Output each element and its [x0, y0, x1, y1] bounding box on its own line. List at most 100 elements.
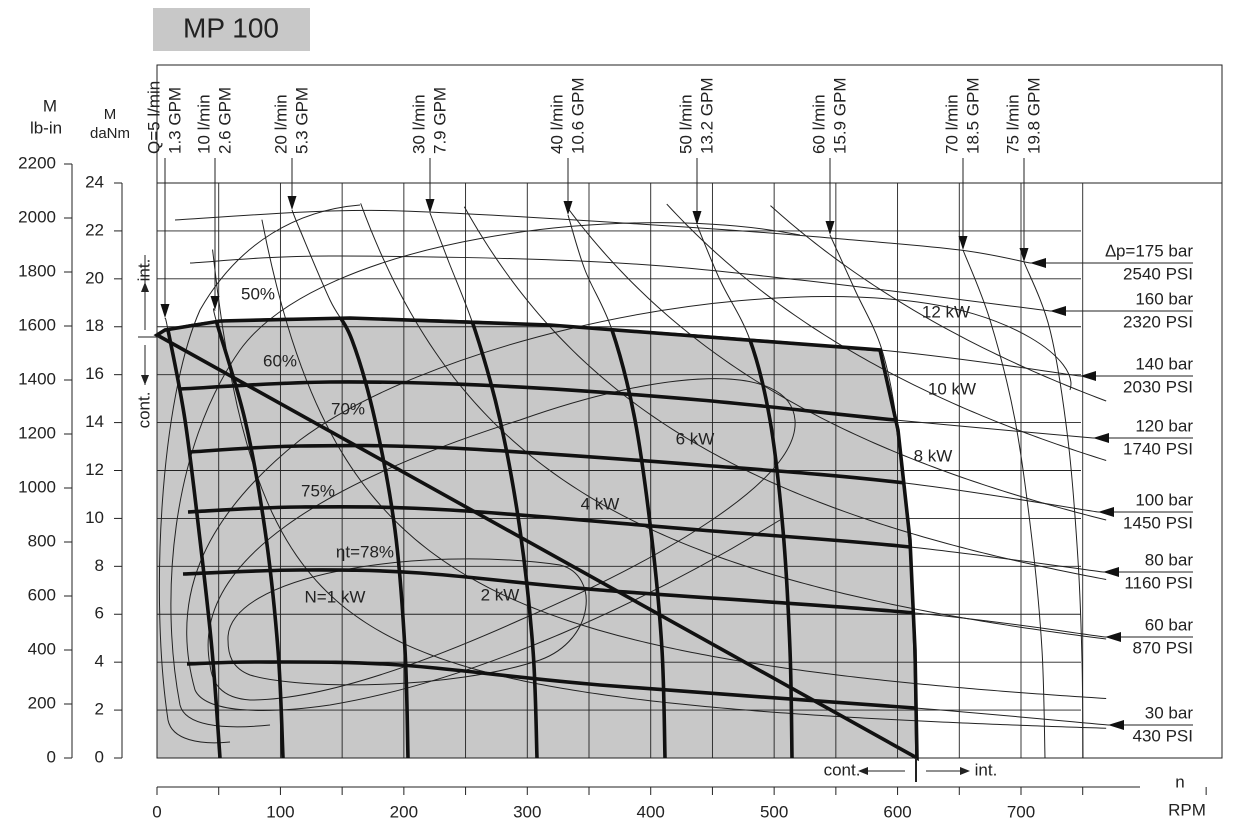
flow-label: 60 l/min	[809, 94, 828, 154]
power-curve	[360, 203, 1107, 640]
y2-tick-label: 1400	[18, 369, 56, 388]
cont-arrow	[858, 767, 868, 775]
pressure-label: 30 bar	[1145, 703, 1194, 722]
power-label: 4 kW	[581, 494, 620, 513]
flow-gpm: 1.3 GPM	[165, 87, 184, 154]
int-arrow	[960, 767, 970, 775]
power-curve	[770, 205, 1107, 402]
y-tick-label: 16	[85, 364, 104, 383]
y2-tick-label: 400	[28, 639, 56, 658]
int-label: int.	[975, 760, 998, 779]
flow-arrow	[563, 201, 573, 215]
flow-label: 40 l/min	[547, 94, 566, 154]
y2-axis-unit: lb-in	[30, 118, 62, 137]
flow-gpm: 5.3 GPM	[292, 87, 311, 154]
pressure-psi: 1160 PSI	[1124, 573, 1193, 592]
pressure-arrow	[1050, 306, 1066, 316]
pressure-curve	[189, 255, 1051, 312]
power-label: 12 kW	[922, 302, 970, 321]
pressure-label: 140 bar	[1135, 354, 1193, 373]
y2-tick-label: 800	[28, 531, 56, 550]
pressure-arrow	[1080, 371, 1096, 381]
y2-tick-label: 1600	[18, 315, 56, 334]
pressure-arrow	[1105, 632, 1121, 642]
efficiency-70	[186, 296, 1072, 711]
x-tick-label: 600	[883, 802, 911, 821]
y2-tick-label: 1000	[18, 477, 56, 496]
power-label: 2 kW	[481, 585, 520, 604]
y2-tick-label: 600	[28, 585, 56, 604]
int-arrow	[141, 282, 149, 292]
y-tick-label: 20	[85, 268, 104, 287]
x-axis-unit: RPM	[1168, 800, 1206, 819]
cont-label: cont.	[134, 392, 153, 429]
flow-gpm: 19.8 GPM	[1024, 77, 1043, 154]
flow-curve-cont	[428, 318, 539, 758]
pressure-curve	[174, 209, 1031, 264]
pressure-psi: 870 PSI	[1133, 638, 1194, 657]
power-curve	[463, 206, 1107, 580]
power-curve	[212, 249, 1107, 729]
y2-tick-label: 0	[47, 747, 56, 766]
y2-tick-label: 1800	[18, 261, 56, 280]
y-tick-label: 6	[95, 604, 104, 623]
flow-arrow	[425, 199, 435, 213]
pressure-label: 120 bar	[1135, 416, 1193, 435]
y-tick-label: 0	[95, 747, 104, 766]
x-tick-label: 100	[266, 802, 294, 821]
y2-tick-label: 2200	[18, 153, 56, 172]
flow-label: 70 l/min	[942, 94, 961, 154]
flow-curve-cont	[566, 318, 667, 758]
flow-gpm: 2.6 GPM	[215, 87, 234, 154]
flow-arrow	[287, 196, 297, 210]
pressure-label: 80 bar	[1145, 550, 1194, 569]
x-tick-label: 700	[1007, 802, 1035, 821]
efficiency-50	[158, 204, 361, 744]
y-tick-label: 14	[85, 412, 104, 431]
flow-arrow	[210, 296, 220, 310]
flow-curve-cont	[963, 250, 1045, 758]
power-label: N=1 kW	[305, 587, 366, 606]
int-label: int.	[134, 259, 153, 282]
plot-frame	[156, 64, 1223, 759]
x-tick-label: 0	[152, 802, 161, 821]
flow-label: 30 l/min	[409, 94, 428, 154]
pressure-psi: 430 PSI	[1133, 726, 1194, 745]
flow-label: 75 l/min	[1003, 94, 1022, 154]
continuous-border	[153, 316, 919, 762]
y-axis-unit: daNm	[90, 125, 130, 142]
y-tick-label: 24	[85, 172, 104, 191]
flow-curve-cont	[695, 318, 794, 758]
cont-arrow	[141, 375, 149, 385]
power-curve	[261, 219, 1107, 699]
flow-arrow	[692, 211, 702, 225]
efficiency-contours	[158, 204, 1072, 744]
pressure-arrow	[1093, 433, 1109, 443]
flow-label: 50 l/min	[676, 94, 695, 154]
pressure-arrow	[1103, 567, 1119, 577]
y2-tick-label: 1200	[18, 423, 56, 442]
flow-curve	[962, 249, 1046, 759]
y-tick-label: 2	[95, 700, 104, 719]
pressure-curve-cont	[186, 660, 917, 727]
continuous-area	[157, 318, 917, 758]
flow-arrow	[958, 236, 968, 250]
flow-gpm: 7.9 GPM	[430, 87, 449, 154]
pressure-label: 160 bar	[1135, 289, 1193, 308]
y-tick-label: 4	[95, 652, 104, 671]
pressure-psi: 2540 PSI	[1123, 264, 1193, 283]
flow-label: 10 l/min	[194, 94, 213, 154]
flow-curve	[1023, 261, 1084, 759]
y-tick-label: 18	[85, 316, 104, 335]
y-tick-label: 12	[85, 460, 104, 479]
flow-gpm: 10.6 GPM	[568, 77, 587, 154]
flow-label: 20 l/min	[271, 94, 290, 154]
pressure-psi: 1740 PSI	[1123, 439, 1193, 458]
pressure-curve-cont	[187, 504, 917, 574]
efficiency-label: ηt=78%	[336, 542, 394, 561]
flow-gpm: 13.2 GPM	[697, 77, 716, 154]
x-tick-label: 400	[637, 802, 665, 821]
pressure-psi: 1450 PSI	[1123, 513, 1193, 532]
flow-arrow	[1019, 248, 1029, 262]
